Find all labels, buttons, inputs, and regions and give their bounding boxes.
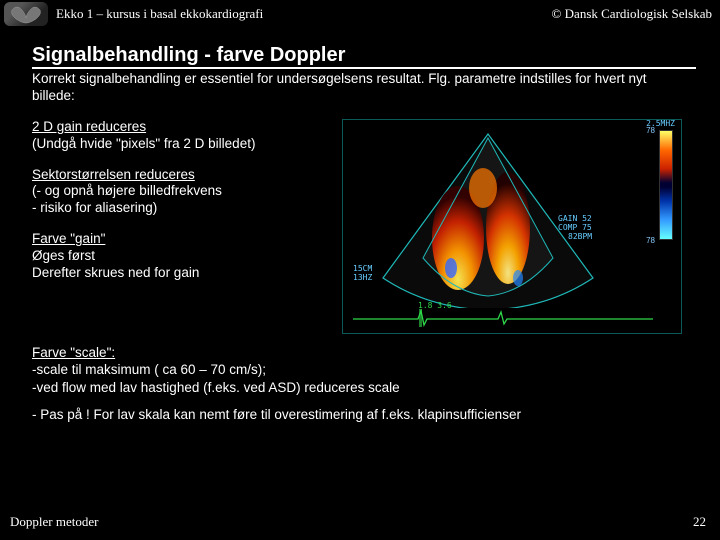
echo-image: 78 78 2.5MHZ GAIN 52 COMP 75 82BPM 15CM … [342, 119, 682, 334]
section-3-body1: Øges først [32, 248, 95, 263]
footer-left: Doppler metoder [10, 514, 98, 530]
logo [4, 2, 48, 26]
body-row: 2 D gain reduceres (Undgå hvide "pixels"… [32, 119, 696, 334]
section-1: 2 D gain reduceres (Undgå hvide "pixels"… [32, 119, 332, 153]
warning-text: - Pas på ! For lav skala kan nemt føre t… [32, 406, 692, 424]
hz-label: 13HZ [353, 274, 372, 283]
section-1-body: (Undgå hvide "pixels" fra 2 D billedet) [32, 136, 255, 151]
header-bar: Ekko 1 – kursus i basal ekkokardiografi … [0, 0, 720, 28]
after-image-text: Farve "scale": -scale til maksimum ( ca … [32, 344, 692, 424]
section-2: Sektorstørrelsen reduceres (- og opnå hø… [32, 167, 332, 218]
section-2-body2: - risiko for aliasering) [32, 200, 157, 215]
vel-bot: 78 [646, 236, 655, 245]
slide-title: Signalbehandling - farve Doppler [32, 44, 696, 69]
section-3-body2: Derefter skrues ned for gain [32, 265, 199, 280]
copyright: © Dansk Cardiologisk Selskab [552, 6, 720, 22]
section-3-head: Farve "gain" [32, 231, 105, 246]
color-scale-bar [659, 130, 673, 240]
section-4-head: Farve "scale": [32, 345, 115, 360]
page-number: 22 [693, 514, 706, 530]
probe-freq: 2.5MHZ [646, 120, 675, 129]
ecg-trace [353, 309, 653, 327]
intro-text: Korrekt signalbehandling er essentiel fo… [32, 71, 692, 105]
section-3: Farve "gain" Øges først Derefter skrues … [32, 231, 332, 282]
section-2-body1: (- og opnå højere billedfrekvens [32, 183, 222, 198]
section-1-head: 2 D gain reduceres [32, 119, 146, 134]
footer: Doppler metoder 22 [10, 514, 706, 530]
content-area: Signalbehandling - farve Doppler Korrekt… [0, 28, 720, 424]
bpm-label: 82BPM [568, 233, 592, 242]
section-4: Farve "scale": -scale til maksimum ( ca … [32, 344, 692, 397]
section-4-body1: -scale til maksimum ( ca 60 – 70 cm/s); [32, 362, 266, 377]
section-4-body2: -ved flow med lav hastighed (f.eks. ved … [32, 380, 400, 395]
course-title: Ekko 1 – kursus i basal ekkokardiografi [56, 6, 552, 22]
section-2-head: Sektorstørrelsen reduceres [32, 167, 195, 182]
left-column: 2 D gain reduceres (Undgå hvide "pixels"… [32, 119, 332, 334]
